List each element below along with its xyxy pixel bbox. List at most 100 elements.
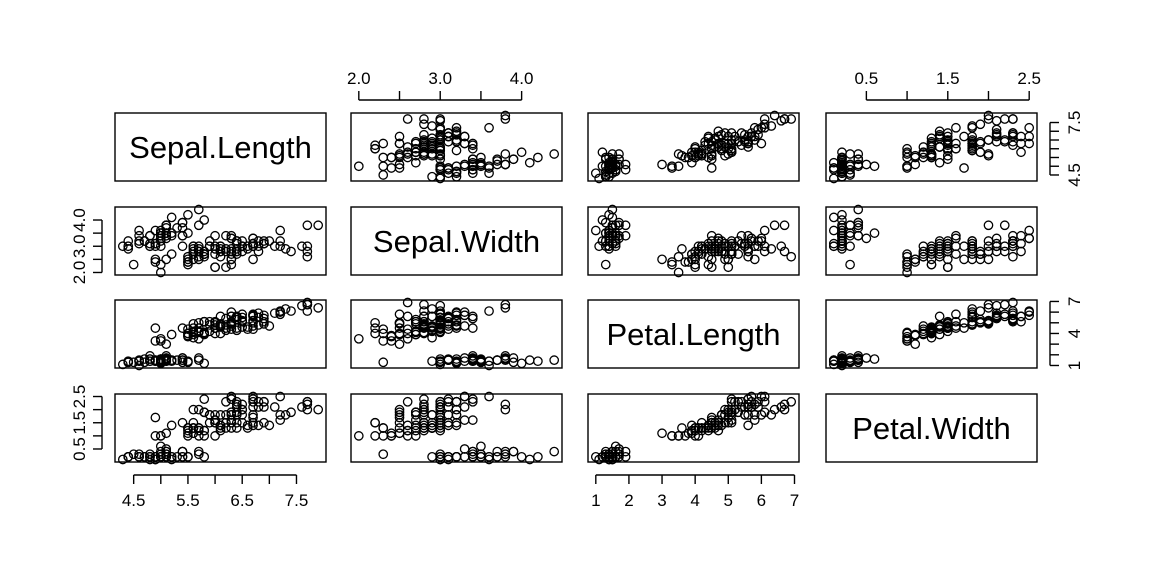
data-point <box>713 415 724 425</box>
tick-label: 3.0 <box>70 234 89 258</box>
data-point <box>394 428 405 439</box>
data-point <box>999 136 1010 147</box>
data-point <box>683 428 694 439</box>
data-point <box>1024 131 1035 142</box>
data-point <box>427 121 437 131</box>
data-point <box>451 410 462 420</box>
tick-label: 4.5 <box>1065 163 1084 187</box>
data-point <box>736 402 747 412</box>
data-point <box>275 410 286 420</box>
data-point <box>150 431 161 441</box>
data-point <box>467 313 478 324</box>
data-point <box>123 241 134 252</box>
data-point <box>549 446 560 457</box>
data-point <box>134 360 144 371</box>
data-point <box>484 391 494 402</box>
data-point <box>597 215 608 225</box>
data-point <box>983 254 994 265</box>
variable-label: Petal.Length <box>606 317 780 352</box>
data-point <box>604 164 614 175</box>
data-point <box>902 331 912 342</box>
data-point <box>500 299 511 310</box>
tick-label: 7 <box>1065 297 1084 306</box>
data-point <box>451 122 462 133</box>
data-point <box>353 431 364 441</box>
data-point <box>275 391 286 402</box>
data-point <box>419 114 429 124</box>
data-point <box>410 157 421 168</box>
data-point <box>402 142 413 152</box>
data-point <box>983 302 994 313</box>
data-point <box>155 452 166 462</box>
data-point <box>199 452 210 462</box>
top-axis-Petal.Width: 0.5 1.5 2.5 <box>855 69 1041 101</box>
data-point <box>693 149 704 159</box>
data-point <box>726 407 737 418</box>
data-point <box>248 394 258 404</box>
data-point <box>199 431 210 441</box>
data-point <box>237 322 248 332</box>
data-point <box>753 241 763 252</box>
data-point <box>951 230 961 241</box>
data-point <box>378 423 389 433</box>
data-point <box>1016 238 1026 249</box>
data-point <box>853 154 864 165</box>
data-point <box>600 217 611 228</box>
data-point <box>716 143 727 154</box>
data-point <box>221 410 231 420</box>
data-point <box>759 114 770 124</box>
data-point <box>237 236 248 246</box>
panel-frame <box>114 299 327 369</box>
data-point <box>394 410 405 420</box>
panel-2-4 <box>825 204 1038 278</box>
data-point <box>231 312 242 323</box>
data-point <box>435 410 446 420</box>
data-point <box>910 159 921 170</box>
data-point <box>726 145 737 156</box>
data-point <box>155 259 166 270</box>
data-point <box>378 152 389 163</box>
data-point <box>710 241 720 252</box>
data-point <box>614 217 624 228</box>
data-point <box>253 308 264 319</box>
data-point <box>215 246 226 257</box>
left-axis-Sepal.Width: 2.0 3.0 4.0 <box>70 208 103 284</box>
tick-label: 1.5 <box>936 69 960 88</box>
data-point <box>926 244 937 254</box>
data-point <box>259 313 269 324</box>
data-point <box>975 254 986 265</box>
data-point <box>706 417 717 428</box>
data-point <box>459 131 470 142</box>
data-point <box>967 122 978 133</box>
data-point <box>926 259 937 270</box>
data-point <box>226 249 237 259</box>
data-point <box>193 241 204 252</box>
data-point <box>1008 313 1018 324</box>
data-point <box>199 394 210 404</box>
data-point <box>492 452 503 462</box>
data-point <box>484 360 494 371</box>
data-point <box>231 325 242 336</box>
data-point <box>733 396 744 407</box>
data-point <box>161 230 172 241</box>
data-point <box>861 233 872 244</box>
data-point <box>739 241 750 252</box>
tick-label: 0.5 <box>70 437 89 461</box>
data-point <box>476 357 486 368</box>
variable-label: Petal.Width <box>852 411 1011 446</box>
data-point <box>693 423 704 433</box>
panel-2-1 <box>114 204 327 278</box>
data-point <box>231 410 242 420</box>
data-point <box>370 143 380 154</box>
data-point <box>723 417 734 428</box>
panel-1-1: Sepal.Length <box>114 112 327 182</box>
data-point <box>435 316 446 327</box>
data-point <box>150 225 161 236</box>
data-point <box>231 236 242 246</box>
data-point <box>607 228 618 238</box>
data-point <box>435 171 446 182</box>
data-point <box>210 431 220 441</box>
data-point <box>959 323 969 333</box>
data-point <box>600 452 611 462</box>
data-point <box>759 407 770 418</box>
